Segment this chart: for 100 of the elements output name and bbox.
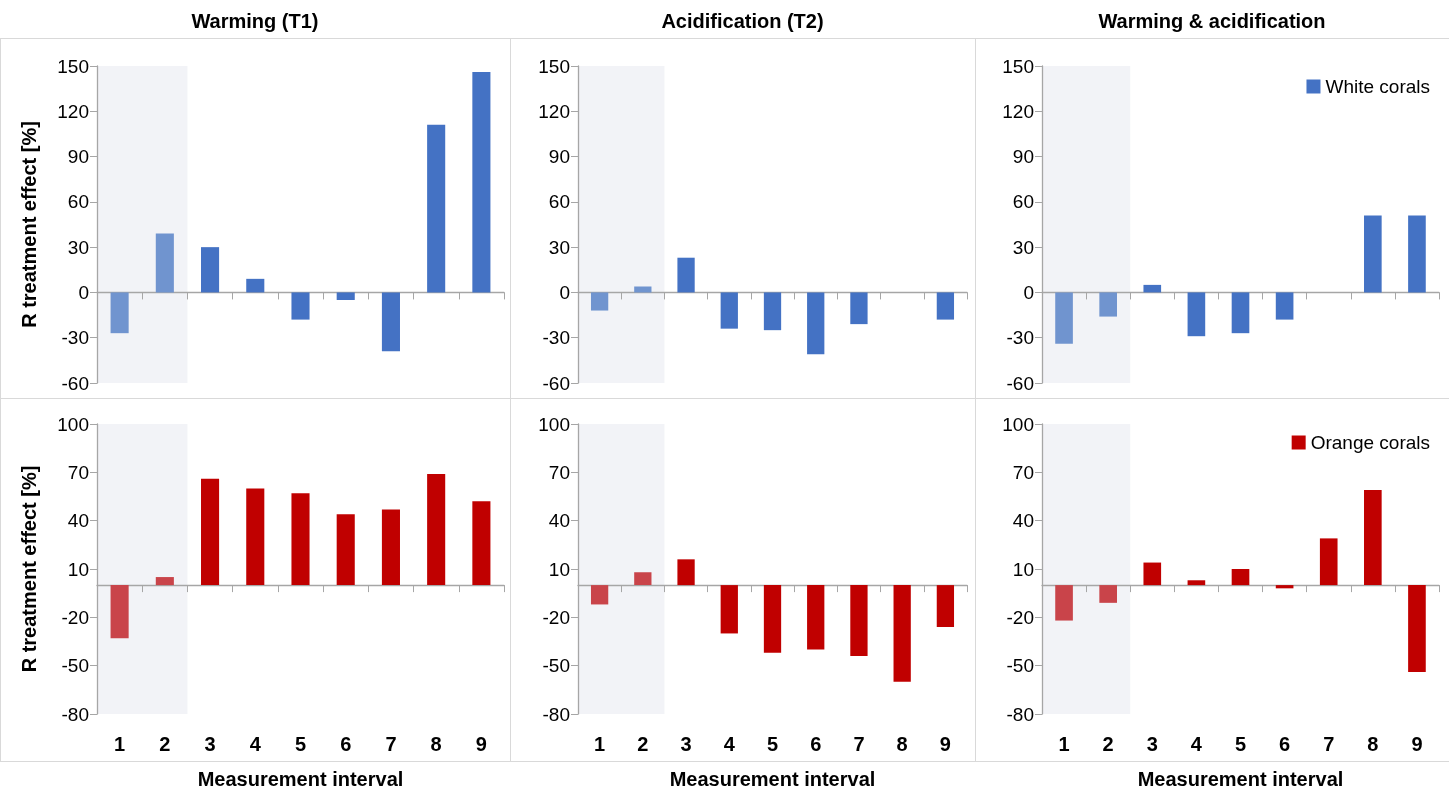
bar [291, 493, 310, 586]
bar [1143, 562, 1162, 586]
y-tick-label: 120 [57, 100, 89, 122]
y-tick-label: 0 [1023, 281, 1034, 303]
bar [763, 292, 782, 331]
y-tick-label: 70 [1012, 461, 1034, 483]
x-tick-label: 2 [637, 733, 649, 755]
bar [1364, 215, 1382, 293]
y-tick-label: 150 [57, 55, 89, 77]
y-tick-label: -80 [542, 703, 570, 725]
x-tick-label: 1 [1058, 733, 1070, 755]
x-tick-label: 1 [114, 733, 126, 755]
bar [763, 585, 782, 653]
y-tick-label: -60 [61, 372, 89, 394]
chart-title: Warming & acidification [1098, 10, 1326, 32]
y-tick-label: 10 [1012, 558, 1034, 580]
bar [590, 585, 609, 605]
x-axis-title: Measurement interval [1137, 768, 1344, 790]
bar [936, 292, 955, 320]
bar [634, 286, 652, 293]
y-tick-label: -30 [542, 327, 570, 349]
bar [381, 509, 400, 586]
bar [110, 585, 129, 639]
bar [634, 572, 652, 586]
y-tick-label: 0 [78, 281, 89, 303]
x-tick-label: 4 [723, 733, 736, 755]
y-axis-title: R treatment effect [%] [18, 121, 40, 328]
x-tick-label: 9 [475, 733, 487, 755]
x-tick-label: 3 [1146, 733, 1158, 755]
bar [246, 488, 265, 586]
y-tick-label: 120 [1002, 100, 1034, 122]
chart-title: Acidification (T2) [661, 10, 824, 32]
y-tick-label: 100 [1002, 413, 1034, 435]
bar [1055, 585, 1073, 621]
y-tick-label: 10 [67, 558, 89, 580]
bar [1099, 292, 1117, 317]
bar [590, 292, 609, 311]
y-tick-label: 100 [538, 413, 570, 435]
x-tick-label: 7 [853, 733, 865, 755]
x-tick-label: 7 [1323, 733, 1335, 755]
x-tick-label: 8 [1367, 733, 1379, 755]
bar [472, 501, 491, 586]
y-tick-label: -20 [542, 606, 570, 628]
bar [720, 585, 738, 634]
x-tick-label: 3 [204, 733, 216, 755]
legend-label: White corals [1325, 76, 1430, 97]
y-tick-label: 40 [548, 510, 570, 532]
y-tick-label: 10 [548, 558, 570, 580]
bar [1319, 538, 1338, 586]
bar [336, 514, 355, 586]
y-tick-label: 60 [548, 191, 570, 213]
x-tick-label: 7 [385, 733, 397, 755]
legend-label: Orange corals [1310, 432, 1431, 453]
bar [1055, 292, 1073, 344]
bar [201, 247, 220, 293]
bar [1231, 292, 1250, 334]
x-tick-label: 2 [1102, 733, 1114, 755]
bar [472, 72, 491, 293]
bar [1231, 569, 1250, 586]
x-tick-label: 6 [340, 733, 352, 755]
bar [336, 292, 355, 300]
bar [850, 292, 868, 325]
y-tick-label: -20 [1006, 606, 1034, 628]
bar [893, 585, 911, 682]
chart-title: Warming (T1) [191, 10, 319, 32]
x-tick-label: 5 [294, 733, 307, 755]
y-tick-label: 30 [67, 236, 89, 258]
y-tick-label: -30 [61, 327, 89, 349]
y-tick-label: -60 [542, 372, 570, 394]
bar [677, 257, 695, 293]
y-tick-label: 90 [548, 146, 570, 168]
y-tick-label: -50 [1006, 655, 1034, 677]
bar [807, 292, 825, 355]
bar [850, 585, 868, 656]
y-tick-label: 30 [1012, 236, 1034, 258]
x-tick-label: 9 [939, 733, 951, 755]
y-tick-label: -30 [1006, 327, 1034, 349]
x-tick-label: 4 [1190, 733, 1203, 755]
bar [807, 585, 825, 650]
y-tick-label: 90 [67, 146, 89, 168]
y-tick-label: -60 [1006, 372, 1034, 394]
bar [291, 292, 310, 320]
x-tick-label: 5 [766, 733, 779, 755]
y-tick-label: 40 [67, 510, 89, 532]
y-tick-label: -80 [1006, 703, 1034, 725]
bar [1187, 292, 1206, 337]
y-tick-label: 40 [1012, 510, 1034, 532]
y-tick-label: 0 [559, 281, 570, 303]
bar [427, 124, 446, 293]
bar [1187, 580, 1206, 586]
y-tick-label: 120 [538, 100, 570, 122]
bar [110, 292, 129, 334]
bar [1275, 292, 1294, 320]
bar [246, 278, 265, 293]
x-tick-label: 3 [680, 733, 692, 755]
y-tick-label: -80 [61, 703, 89, 725]
x-tick-label: 4 [249, 733, 262, 755]
bar [677, 559, 695, 586]
bar [201, 478, 220, 586]
x-tick-label: 8 [430, 733, 442, 755]
